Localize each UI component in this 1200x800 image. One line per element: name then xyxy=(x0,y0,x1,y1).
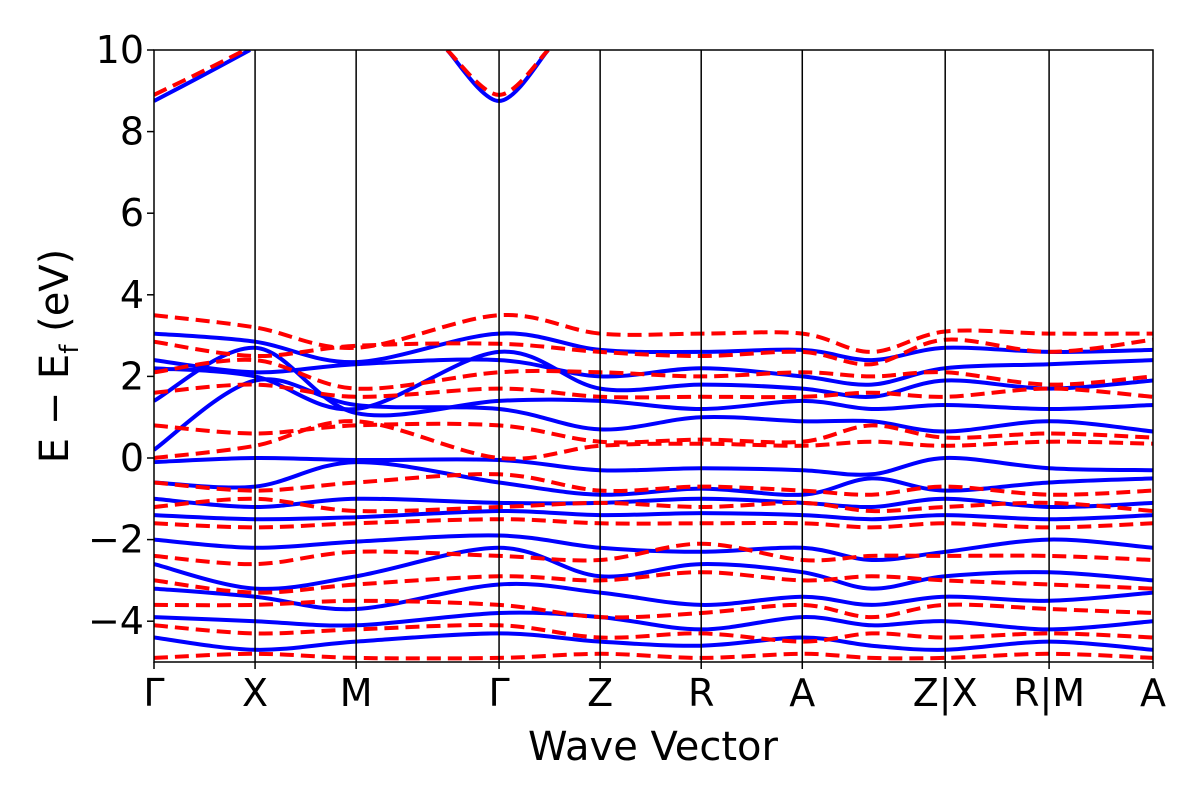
band-line-solid-5 xyxy=(154,345,1153,418)
y-tick-label-1: −2 xyxy=(88,518,144,562)
band-line-solid-0 xyxy=(154,50,251,103)
band-line-dashed-0 xyxy=(154,50,246,97)
band-line-dashed-12 xyxy=(154,570,1153,595)
band-line-solid-12 xyxy=(154,545,1153,591)
band-line-dashed-8 xyxy=(154,472,1153,497)
x-tick-label-6: A xyxy=(789,671,815,715)
x-tick-label-0: Γ xyxy=(143,671,164,715)
plot-frame xyxy=(153,49,1154,663)
band-line-dashed-5 xyxy=(154,382,1153,400)
y-tick-label-7: 10 xyxy=(96,28,144,72)
x-tick-label-2: M xyxy=(340,671,373,715)
series-dashed xyxy=(154,50,1153,661)
band-line-solid-10 xyxy=(154,508,1153,522)
band-line-solid-9 xyxy=(154,496,1153,510)
band-line-solid-4 xyxy=(154,349,1153,412)
x-tick-label-7: Z|X xyxy=(913,671,978,716)
high-symmetry-lines xyxy=(254,50,1050,662)
band-line-dashed-6 xyxy=(154,421,1153,445)
y-tick-label-5: 6 xyxy=(120,191,144,235)
series-layer xyxy=(154,50,1153,661)
y-axis-title-unit: (eV) xyxy=(32,249,78,345)
band-line-solid-15 xyxy=(154,631,1153,652)
band-line-dashed-15 xyxy=(154,651,1153,661)
y-tick-label-6: 8 xyxy=(120,110,144,154)
y-tick-label-0: −4 xyxy=(88,599,144,643)
x-tick-label-1: X xyxy=(242,671,268,715)
y-axis-title-main: E − E xyxy=(32,354,78,464)
y-tick-label-3: 2 xyxy=(120,354,144,398)
band-line-dashed-2 xyxy=(154,313,1153,354)
y-tick-label-2: 0 xyxy=(120,436,144,480)
band-line-dashed-4 xyxy=(154,357,1153,391)
y-axis-title: E − Ef (eV) xyxy=(32,249,85,464)
band-line-dashed-3 xyxy=(154,337,1153,367)
band-line-dashed-7 xyxy=(154,419,1153,461)
band-line-solid-2 xyxy=(154,331,1153,365)
x-tick-label-3: Γ xyxy=(488,671,509,715)
band-line-solid-7 xyxy=(154,455,1153,477)
x-axis-title: Wave Vector xyxy=(528,724,779,770)
y-axis-ticks: −4 −2 0 2 4 6 8 10 xyxy=(88,28,154,643)
band-line-dashed-10 xyxy=(154,517,1153,530)
x-tick-label-4: Z xyxy=(587,671,613,715)
band-line-solid-11 xyxy=(154,533,1153,563)
band-line-dashed-9 xyxy=(154,496,1153,514)
y-axis-title-sub: f xyxy=(55,344,85,354)
x-tick-label-5: R xyxy=(688,671,714,715)
band-line-dashed-14 xyxy=(154,623,1153,644)
x-tick-label-8: R|M xyxy=(1013,671,1085,716)
band-line-solid-3 xyxy=(154,357,1153,387)
band-line-dashed-13 xyxy=(154,598,1153,620)
x-axis-ticks: Γ X M Γ Z R A Z|X R|M A xyxy=(143,662,1166,716)
y-tick-label-4: 4 xyxy=(120,273,144,317)
band-line-solid-14 xyxy=(154,610,1153,632)
band-line-dashed-11 xyxy=(154,541,1153,567)
series-solid xyxy=(154,50,1153,652)
x-tick-label-9: A xyxy=(1140,671,1166,715)
band-line-solid-13 xyxy=(154,581,1153,612)
